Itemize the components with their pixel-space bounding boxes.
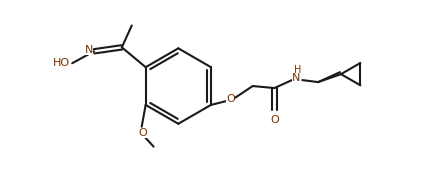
Text: O: O xyxy=(227,94,235,104)
Text: H: H xyxy=(294,65,301,75)
Text: N: N xyxy=(292,73,300,83)
Text: O: O xyxy=(270,115,279,125)
Text: HO: HO xyxy=(53,58,70,68)
Text: O: O xyxy=(138,128,147,138)
Text: N: N xyxy=(85,45,93,55)
